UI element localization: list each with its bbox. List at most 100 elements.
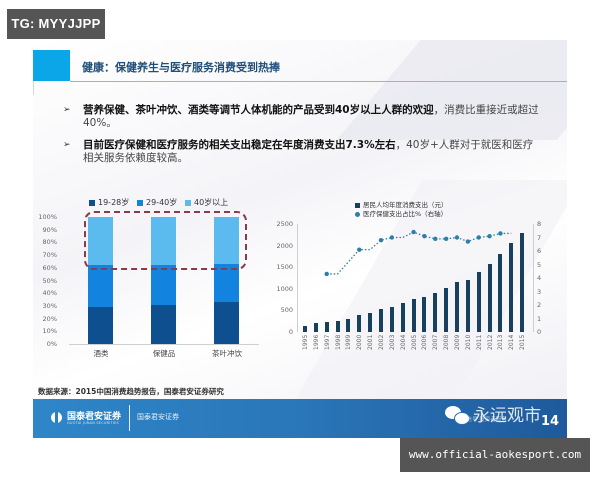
x-axis-category: 保健品 — [152, 349, 176, 358]
company-name-en: GUOTAI JUNAN SECURITIES — [67, 421, 119, 425]
slide-footer: 国泰君安证券 GUOTAI JUNAN SECURITIES 国泰君安证券 永远… — [33, 399, 567, 438]
bullet-text: ，40岁+人群对于就医和医疗相关服务依赖度较高。 — [83, 139, 534, 164]
y-axis-tick: 100% — [38, 213, 57, 221]
line-marker — [443, 236, 449, 242]
bar — [335, 320, 340, 332]
legend-label: 40岁以上 — [194, 198, 229, 207]
left-axis-tick: 0 — [288, 328, 293, 336]
right-axis-tick: 0 — [537, 328, 542, 336]
y-axis-tick: 30% — [42, 301, 57, 310]
legend-item: 居民人均年度消费支出（元） — [355, 199, 448, 209]
wechat-account-subtitle: 微信号 投资者服务 — [461, 417, 507, 423]
company-logo-icon — [51, 412, 62, 423]
left-axis-tick: 2000 — [276, 241, 293, 250]
header-divider — [70, 81, 567, 82]
bar-segment — [151, 217, 176, 266]
bar-segment — [214, 263, 239, 303]
bar-segment — [214, 302, 239, 344]
bar-segment — [88, 217, 113, 266]
bar — [498, 254, 503, 332]
bar — [487, 263, 492, 332]
bar — [411, 299, 416, 332]
left-axis-tick: 1500 — [276, 263, 293, 272]
legend-swatch — [185, 199, 191, 206]
bar — [444, 287, 449, 332]
highlight-dashed-box — [84, 211, 247, 270]
y-axis-tick: 90% — [42, 225, 57, 234]
line-marker — [411, 229, 416, 235]
bar-segment — [88, 265, 113, 308]
bar-segment — [88, 307, 113, 344]
legend-item: 29-40岁 — [137, 197, 177, 208]
line-marker — [476, 235, 481, 240]
x-axis-category: 茶叶冲饮 — [212, 349, 242, 358]
bar — [324, 321, 329, 332]
line-marker — [422, 233, 427, 239]
legend-swatch — [137, 199, 143, 206]
data-source-note: 数据来源：2015中国消费趋势报告，国泰君安证券研究 — [38, 387, 224, 396]
right-axis-line — [533, 224, 534, 332]
right-axis-tick: 4 — [537, 274, 542, 282]
bar-segment — [151, 304, 176, 344]
bar — [465, 280, 470, 332]
right-axis-tick: 2 — [537, 301, 542, 309]
bullet-text: ，消费比重接近或超过40%。 — [83, 104, 539, 129]
company-name-secondary: 国泰君安证券 — [137, 413, 179, 421]
left-axis-tick: 2500 — [276, 220, 293, 228]
x-axis-category: 酒类 — [93, 349, 109, 358]
right-axis-tick: 5 — [537, 260, 542, 269]
bar-segment — [214, 217, 239, 264]
y-axis-tick: 70% — [42, 251, 57, 260]
header-accent-square — [33, 50, 70, 81]
line-marker — [487, 233, 492, 239]
legend-item: 医疗保健支出占比%（右轴） — [355, 208, 447, 218]
bullet-bold-text: 营养保健、茶叶冲饮、酒类等调节人体机能的产品受到40岁以上人群的欢迎 — [83, 104, 434, 116]
y-axis-tick: 40% — [42, 289, 57, 298]
bullet-list: ➢ 营养保健、茶叶冲饮、酒类等调节人体机能的产品受到40岁以上人群的欢迎，消费比… — [63, 104, 543, 174]
line-marker — [433, 236, 438, 242]
right-axis-tick: 3 — [537, 287, 542, 296]
arrow-bullet-icon: ➢ — [63, 140, 71, 150]
legend-label: 医疗保健支出占比%（右轴） — [363, 210, 448, 218]
legend-item: 19-28岁 — [89, 197, 129, 208]
bar — [357, 314, 362, 332]
company-name: 国泰君安证券 — [67, 412, 122, 422]
bar — [303, 325, 307, 332]
bar — [433, 293, 438, 332]
x-axis-line — [69, 344, 259, 345]
bar — [509, 243, 514, 332]
left-axis-tick: 500 — [280, 306, 293, 315]
bar — [455, 282, 459, 332]
legend-item: 40岁以上 — [185, 197, 228, 208]
line-marker — [378, 238, 384, 243]
bar — [389, 306, 394, 332]
bar — [476, 271, 481, 332]
slide: 健康：保健养生与医疗服务消费受到热捧 ➢ 营养保健、茶叶冲饮、酒类等调节人体机能… — [33, 40, 567, 438]
bar — [379, 309, 383, 332]
right-axis-tick: 1 — [537, 314, 542, 323]
y-axis-tick: 50% — [42, 276, 57, 285]
bullet-bold-text: 目前医疗保健和医疗服务的相关支出稳定在年度消费支出7.3%左右 — [83, 139, 396, 151]
slide-title: 健康：保健养生与医疗服务消费受到热捧 — [82, 61, 280, 74]
left-axis-line — [297, 224, 298, 332]
bar — [400, 303, 405, 332]
line-marker — [465, 239, 471, 244]
bar — [346, 318, 351, 332]
right-axis-tick: 7 — [537, 233, 542, 242]
bar — [520, 233, 525, 332]
legend-label: 29-40岁 — [146, 198, 178, 207]
right-axis-tick: 6 — [537, 247, 542, 255]
bar — [422, 297, 427, 332]
y-axis-tick: 20% — [42, 314, 57, 323]
y-axis-tick: 60% — [42, 263, 57, 272]
y-axis-tick: 0% — [46, 340, 57, 348]
percentage-line — [324, 229, 512, 277]
bar — [313, 323, 318, 332]
line-marker — [324, 271, 329, 277]
bullet-item: ➢ 目前医疗保健和医疗服务的相关支出稳定在年度消费支出7.3%左右，40岁+人群… — [63, 139, 543, 165]
legend-label: 居民人均年度消费支出（元） — [363, 201, 448, 209]
bar — [368, 313, 373, 332]
watermark-url-badge: www.official-aokesport.com — [400, 438, 590, 472]
line-marker — [454, 235, 460, 240]
y-axis-tick: 10% — [42, 327, 57, 336]
